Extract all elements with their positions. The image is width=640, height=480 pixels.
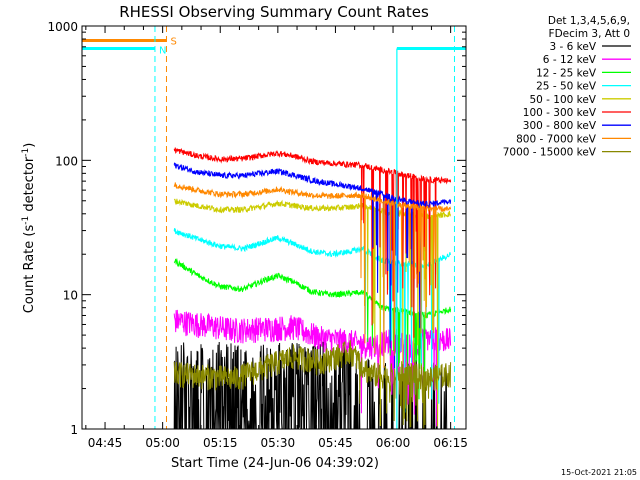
series-line-50to100kev xyxy=(173,198,452,427)
footer-timestamp: 15-Oct-2021 21:05 xyxy=(561,468,637,477)
series-line-300to800kev xyxy=(173,162,452,369)
legend-label-300to800kev: 300 - 800 keV xyxy=(523,120,597,132)
legend-label-12to25kev: 12 - 25 keV xyxy=(536,67,597,79)
x-tick-label: 06:15 xyxy=(433,436,468,450)
y-tick-label: 1000 xyxy=(47,20,78,34)
legend-label-6to12kev: 6 - 12 keV xyxy=(543,54,597,66)
chart-title: RHESSI Observing Summary Count Rates xyxy=(119,3,429,21)
legend: Det 1,3,4,5,6,9, FDecim 3, Att 0 3 - 6 k… xyxy=(503,15,631,159)
series-line-100to300kev xyxy=(173,147,452,338)
x-tick-label: 05:45 xyxy=(318,436,353,450)
legend-label-100to300kev: 100 - 300 keV xyxy=(523,107,597,119)
legend-label-800to7000kev: 800 - 7000 keV xyxy=(516,133,597,145)
legend-header-2: FDecim 3, Att 0 xyxy=(549,28,630,40)
y-tick-label: 10 xyxy=(63,289,78,303)
x-tick-label: 05:15 xyxy=(203,436,238,450)
legend-label-25to50kev: 25 - 50 keV xyxy=(536,81,597,93)
x-tick-label: 05:30 xyxy=(261,436,296,450)
x-tick-label: 05:00 xyxy=(145,436,180,450)
x-tick-label: 06:00 xyxy=(376,436,411,450)
y-tick-label: 100 xyxy=(55,154,78,168)
legend-header-1: Det 1,3,4,5,6,9, xyxy=(548,15,630,27)
legend-label-3to6kev: 3 - 6 keV xyxy=(549,41,596,53)
overlay-layer: SN xyxy=(82,26,466,429)
y-axis-label: Count Rate (s-1 detector-1) xyxy=(21,143,37,314)
legend-label-50to100kev: 50 - 100 keV xyxy=(529,94,596,106)
flag-label-n: N xyxy=(159,45,166,56)
flag-label-s: S xyxy=(170,36,176,47)
series-line-800to7000kev xyxy=(173,182,452,368)
axes-layer: 04:45 05:00 05:15 05:30 05:45 06:00 06:15 1 10 10… xyxy=(47,20,467,450)
legend-label-7000to15000kev: 7000 - 15000 keV xyxy=(503,147,597,159)
series-line-7000to15000kev xyxy=(173,340,452,429)
series-layer xyxy=(173,147,452,430)
plot-frame xyxy=(81,25,467,430)
x-axis-label: Start Time (24-Jun-06 04:39:02) xyxy=(171,456,379,471)
y-tick-label: 1 xyxy=(70,423,78,437)
series-line-25to50kev xyxy=(173,228,452,413)
x-tick-label: 04:45 xyxy=(88,436,123,450)
